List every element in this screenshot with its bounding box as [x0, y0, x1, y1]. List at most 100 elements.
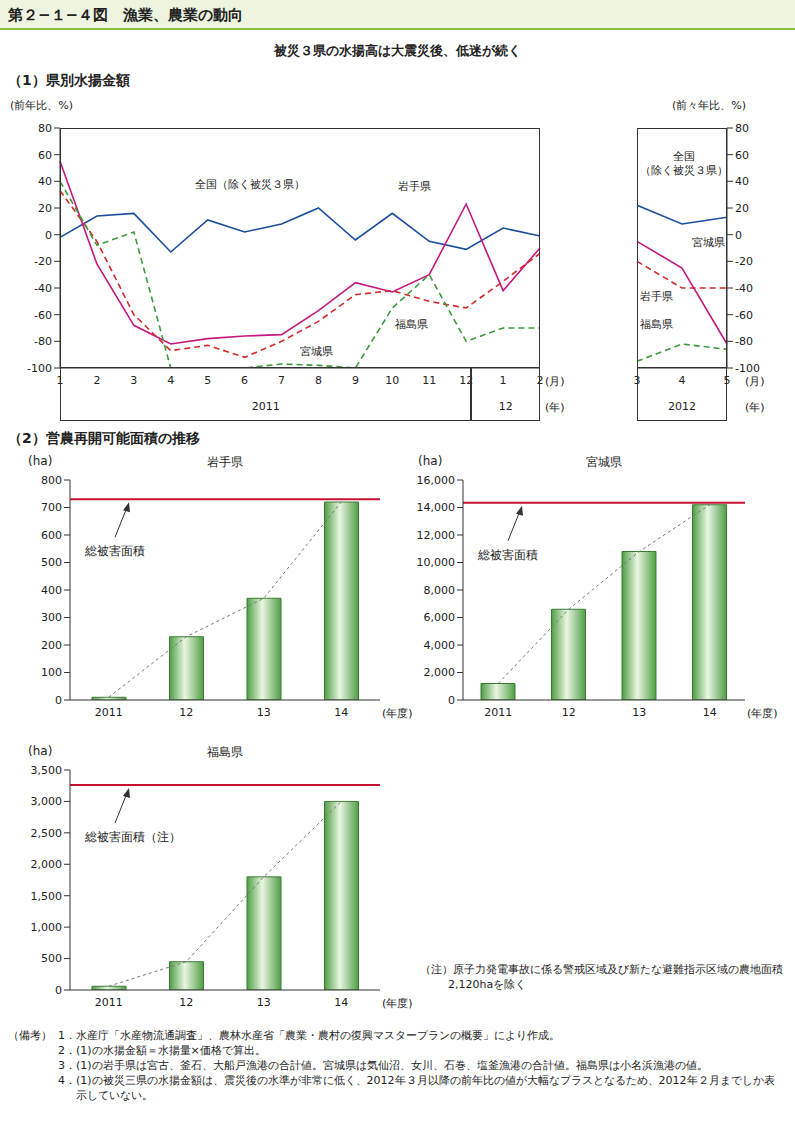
svg-text:12: 12: [562, 706, 576, 719]
svg-text:300: 300: [41, 611, 62, 624]
svg-text:100: 100: [41, 666, 62, 679]
svg-text:12: 12: [179, 996, 193, 1009]
svg-text:600: 600: [41, 529, 62, 542]
html-text:(年): (年): [545, 401, 565, 414]
html-text:全国（除く被災３県）: 全国（除く被災３県）: [195, 178, 305, 191]
svg-text:1: 1: [500, 374, 507, 387]
svg-text:700: 700: [41, 501, 62, 514]
html-text:被災３県の水揚高は大震災後、低迷が続く: 被災３県の水揚高は大震災後、低迷が続く: [274, 43, 521, 58]
svg-text:40: 40: [38, 175, 52, 188]
svg-text:6: 6: [241, 374, 248, 387]
svg-text:11: 11: [422, 374, 436, 387]
svg-text:9: 9: [352, 374, 359, 387]
html-text:福島県: 福島県: [395, 318, 428, 331]
svg-text:4: 4: [167, 374, 174, 387]
svg-text:0: 0: [45, 229, 52, 242]
svg-text:500: 500: [41, 556, 62, 569]
svg-text:60: 60: [735, 149, 749, 162]
svg-text:-20: -20: [34, 255, 52, 268]
html-text:(月): (月): [545, 375, 565, 388]
svg-text:0: 0: [55, 984, 62, 997]
html-text:(ha): (ha): [28, 744, 53, 758]
svg-text:-80: -80: [34, 335, 52, 348]
svg-text:2: 2: [93, 374, 100, 387]
svg-text:20: 20: [735, 202, 749, 215]
svg-text:12: 12: [179, 706, 193, 719]
svg-text:-40: -40: [34, 282, 52, 295]
svg-text:12,000: 12,000: [417, 529, 456, 542]
svg-text:-80: -80: [735, 335, 753, 348]
svg-text:1,500: 1,500: [31, 890, 63, 903]
svg-text:60: 60: [38, 149, 52, 162]
svg-text:0: 0: [448, 694, 455, 707]
svg-text:6,000: 6,000: [424, 611, 456, 624]
html-text:(前年比、%): (前年比、%): [10, 99, 73, 112]
svg-text:10,000: 10,000: [417, 556, 456, 569]
svg-text:2,000: 2,000: [31, 858, 63, 871]
html-text:福島県: 福島県: [207, 745, 243, 759]
svg-text:14: 14: [334, 706, 348, 719]
svg-text:14,000: 14,000: [417, 501, 456, 514]
svg-text:13: 13: [257, 706, 271, 719]
svg-text:14: 14: [703, 706, 717, 719]
html-text:（注）原子力発電事故に係る警戒区域及び新たな避難指示区域の農: （注）原子力発電事故に係る警戒区域及び新たな避難指示区域の農地面積2,120ha…: [420, 963, 783, 991]
svg-text:500: 500: [41, 952, 62, 965]
svg-text:-20: -20: [735, 255, 753, 268]
html-text:第２−１−４図 漁業、農業の動向: 第２−１−４図 漁業、農業の動向: [8, 6, 244, 24]
svg-text:総被害面積: 総被害面積: [477, 548, 538, 562]
svg-text:4,000: 4,000: [424, 639, 456, 652]
svg-text:5: 5: [724, 374, 731, 387]
svg-text:10: 10: [385, 374, 399, 387]
svg-text:0: 0: [735, 229, 742, 242]
svg-text:3: 3: [130, 374, 137, 387]
svg-text:2: 2: [537, 374, 544, 387]
svg-text:80: 80: [38, 122, 52, 135]
svg-text:40: 40: [735, 175, 749, 188]
html-text:（1）県別水揚金額: （1）県別水揚金額: [8, 72, 130, 88]
svg-text:20: 20: [38, 202, 52, 215]
svg-text:13: 13: [632, 706, 646, 719]
svg-text:2,000: 2,000: [424, 666, 456, 679]
html-text:2012: 2012: [668, 400, 696, 413]
html-text:岩手県: 岩手県: [398, 180, 431, 193]
svg-text:7: 7: [278, 374, 285, 387]
html-text:宮城県: 宮城県: [300, 345, 333, 358]
svg-text:16,000: 16,000: [417, 474, 456, 487]
html-text:(ha): (ha): [28, 454, 53, 468]
html-text:岩手県: 岩手県: [207, 455, 243, 469]
svg-text:800: 800: [41, 474, 62, 487]
svg-text:-100: -100: [27, 362, 52, 375]
html-text:2011: 2011: [251, 400, 280, 413]
svg-text:総被害面積（注）: 総被害面積（注）: [84, 830, 181, 844]
svg-text:2011: 2011: [95, 706, 123, 719]
svg-text:12: 12: [459, 373, 474, 387]
svg-text:14: 14: [334, 996, 348, 1009]
svg-text:2011: 2011: [484, 706, 512, 719]
html-text:(ha): (ha): [418, 454, 443, 468]
html-text:宮城県: 宮城県: [586, 455, 622, 469]
svg-text:8: 8: [315, 374, 322, 387]
svg-text:4: 4: [679, 374, 686, 387]
svg-text:-100: -100: [735, 362, 760, 375]
html-text:(月): (月): [745, 375, 765, 388]
svg-text:8,000: 8,000: [424, 584, 456, 597]
svg-text:3,500: 3,500: [31, 764, 63, 777]
svg-text:1,000: 1,000: [31, 921, 63, 934]
svg-text:-60: -60: [735, 309, 753, 322]
html-text:(前々年比、%): (前々年比、%): [672, 99, 746, 112]
svg-text:13: 13: [257, 996, 271, 1009]
svg-text:総被害面積: 総被害面積: [84, 544, 145, 558]
svg-text:-60: -60: [34, 309, 52, 322]
svg-text:3,000: 3,000: [31, 795, 63, 808]
html-text:（2）営農再開可能面積の推移: （2）営農再開可能面積の推移: [8, 430, 200, 446]
svg-text:2,500: 2,500: [31, 827, 63, 840]
svg-text:400: 400: [41, 584, 62, 597]
svg-text:80: 80: [735, 122, 749, 135]
html-text:4．(1)の被災三県の水揚金額は、震災後の水準が非常に低く、: 4．(1)の被災三県の水揚金額は、震災後の水準が非常に低く、2012年３月以降の…: [58, 1074, 775, 1102]
svg-text:200: 200: [41, 639, 62, 652]
svg-text:2011: 2011: [95, 996, 123, 1009]
svg-text:5: 5: [204, 374, 211, 387]
svg-text:-40: -40: [735, 282, 753, 295]
svg-text:0: 0: [55, 694, 62, 707]
html-text:12: 12: [498, 400, 513, 413]
